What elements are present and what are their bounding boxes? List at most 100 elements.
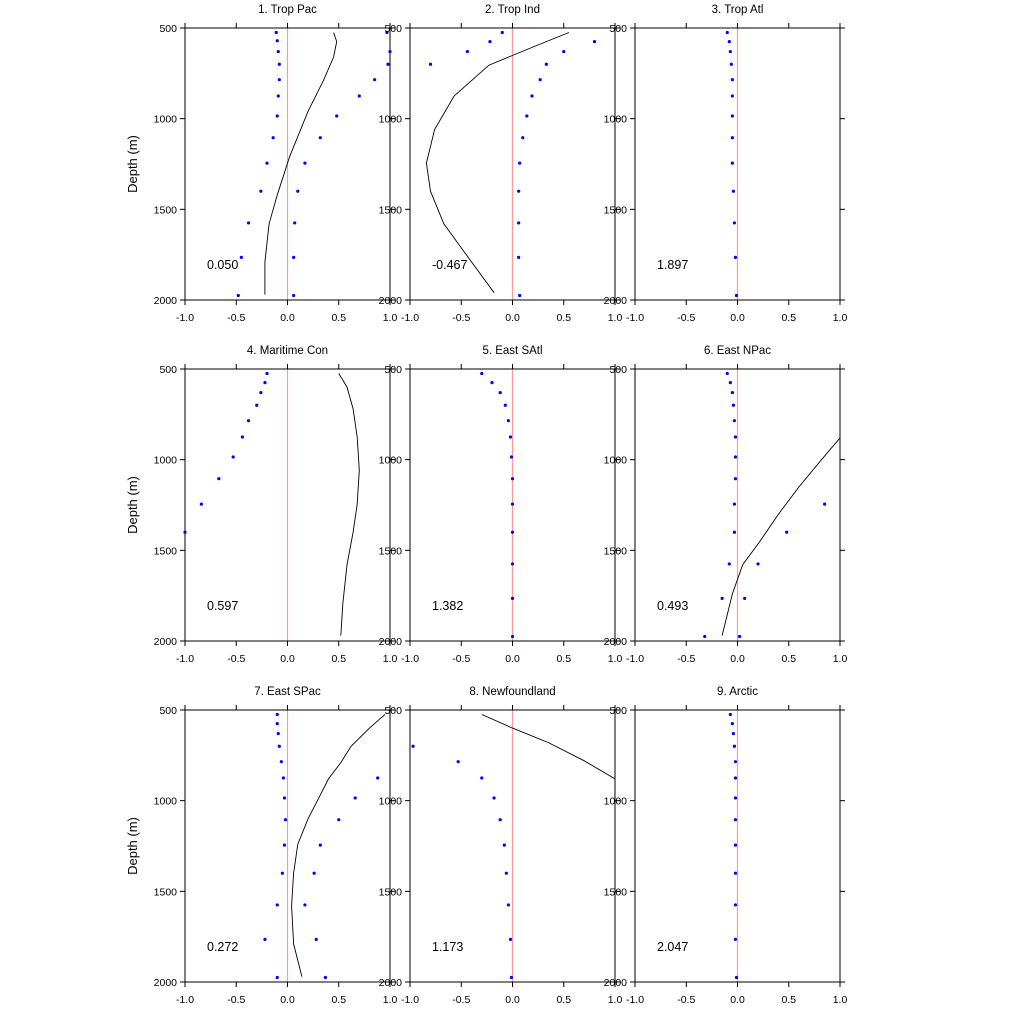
x-tick-label: -1.0 [626,994,644,1006]
y-tick-label: 500 [384,364,402,376]
y-tick-label: 500 [609,705,627,717]
x-tick-label: 0.0 [505,653,520,665]
panel-7: -1.0 -0.5 0.0 0.5 1.0 500 1000 1500 2000 7. East … [125,686,397,1006]
x-tick-label: 0.5 [556,653,571,665]
panel-title: 7. East SPac [254,686,321,698]
y-tick-label: 1500 [604,204,628,216]
y-tick-label: 1000 [154,455,178,467]
data-point [265,161,269,165]
data-point [500,30,504,35]
x-tick-label: 1.0 [833,653,848,665]
x-tick-label: 1.0 [608,653,623,665]
x-tick-label: 1.0 [608,312,623,324]
data-point [246,419,251,423]
y-tick-label: 2000 [604,977,628,989]
x-tick-label: -0.5 [677,312,695,324]
data-point [357,94,361,98]
data-point [312,871,316,875]
x-tick-label: 0.0 [280,312,295,324]
data-point [734,293,739,298]
data-point [733,818,738,822]
x-tick-label: -0.5 [227,312,245,324]
data-point [303,903,307,907]
y-tick-label: 1500 [154,204,178,216]
x-tick-label: 0.0 [730,994,745,1006]
panel-3: -1.0 -0.5 0.0 0.5 1.0 500 1000 1500 2000 3. Trop … [604,4,848,324]
x-tick-label: -1.0 [401,653,419,665]
panel-value: 2.047 [657,940,688,954]
x-tick-label: 0.5 [781,312,796,324]
data-point [335,114,339,118]
y-tick-label: 1000 [154,796,178,808]
data-point [255,403,259,407]
x-tick-label: -0.5 [677,994,695,1006]
data-point [508,435,513,439]
data-point [498,818,502,822]
data-point [480,776,484,780]
data-point [510,530,515,534]
data-point [510,477,515,481]
data-point [282,796,287,800]
data-point [733,776,738,780]
data-point [562,49,566,54]
data-point [733,871,738,875]
data-point [732,530,737,534]
data-point [592,40,597,44]
data-point [280,871,284,875]
data-point [517,189,521,193]
data-point [239,255,243,259]
data-point [388,49,392,54]
data-point [518,161,522,165]
data-point [517,255,521,259]
data-point [275,114,279,118]
data-point [337,818,341,822]
x-tick-label: 0.0 [505,994,520,1006]
data-point [275,903,279,907]
data-point [733,937,738,941]
data-point [509,455,514,459]
data-point [386,62,390,66]
profile-line [481,714,616,780]
data-point [525,114,529,118]
data-point [732,502,737,506]
data-point [231,455,235,459]
data-point [296,189,300,193]
panel-1: -1.0 -0.5 0.0 0.5 1.0 500 1000 1500 2000 1. Trop … [125,4,397,324]
x-tick-label: 1.0 [383,994,398,1006]
data-point [730,390,734,395]
x-tick-label: -1.0 [626,312,644,324]
data-point [733,760,738,764]
y-tick-label: 2000 [154,295,178,307]
data-point [727,40,731,44]
data-point [730,161,734,165]
data-point [733,455,738,459]
profile-line [721,437,841,636]
panel-value: 1.173 [432,940,463,954]
data-point [703,634,707,639]
data-point [282,843,287,847]
data-point [732,419,737,423]
data-point [275,39,279,43]
data-point [293,221,297,225]
data-point [318,843,322,847]
x-tick-label: -1.0 [176,653,194,665]
data-point [271,136,275,140]
data-point [456,760,460,764]
data-point [465,49,469,54]
y-tick-label: 2000 [154,636,178,648]
data-point [518,293,522,298]
data-point [728,712,732,717]
y-tick-label: 500 [609,364,627,376]
panel-9: -1.0 -0.5 0.0 0.5 1.0 500 1000 1500 2000 9. Arcti… [604,686,848,1006]
data-point [733,796,738,800]
data-point [730,136,734,140]
data-point [275,712,279,717]
data-point [318,136,322,140]
data-point [490,381,494,385]
profile-line [338,373,360,636]
data-point [730,722,734,726]
y-tick-label: 1500 [154,886,178,898]
panel-value: 0.597 [207,599,238,613]
data-point [292,255,296,259]
data-point [510,562,515,566]
